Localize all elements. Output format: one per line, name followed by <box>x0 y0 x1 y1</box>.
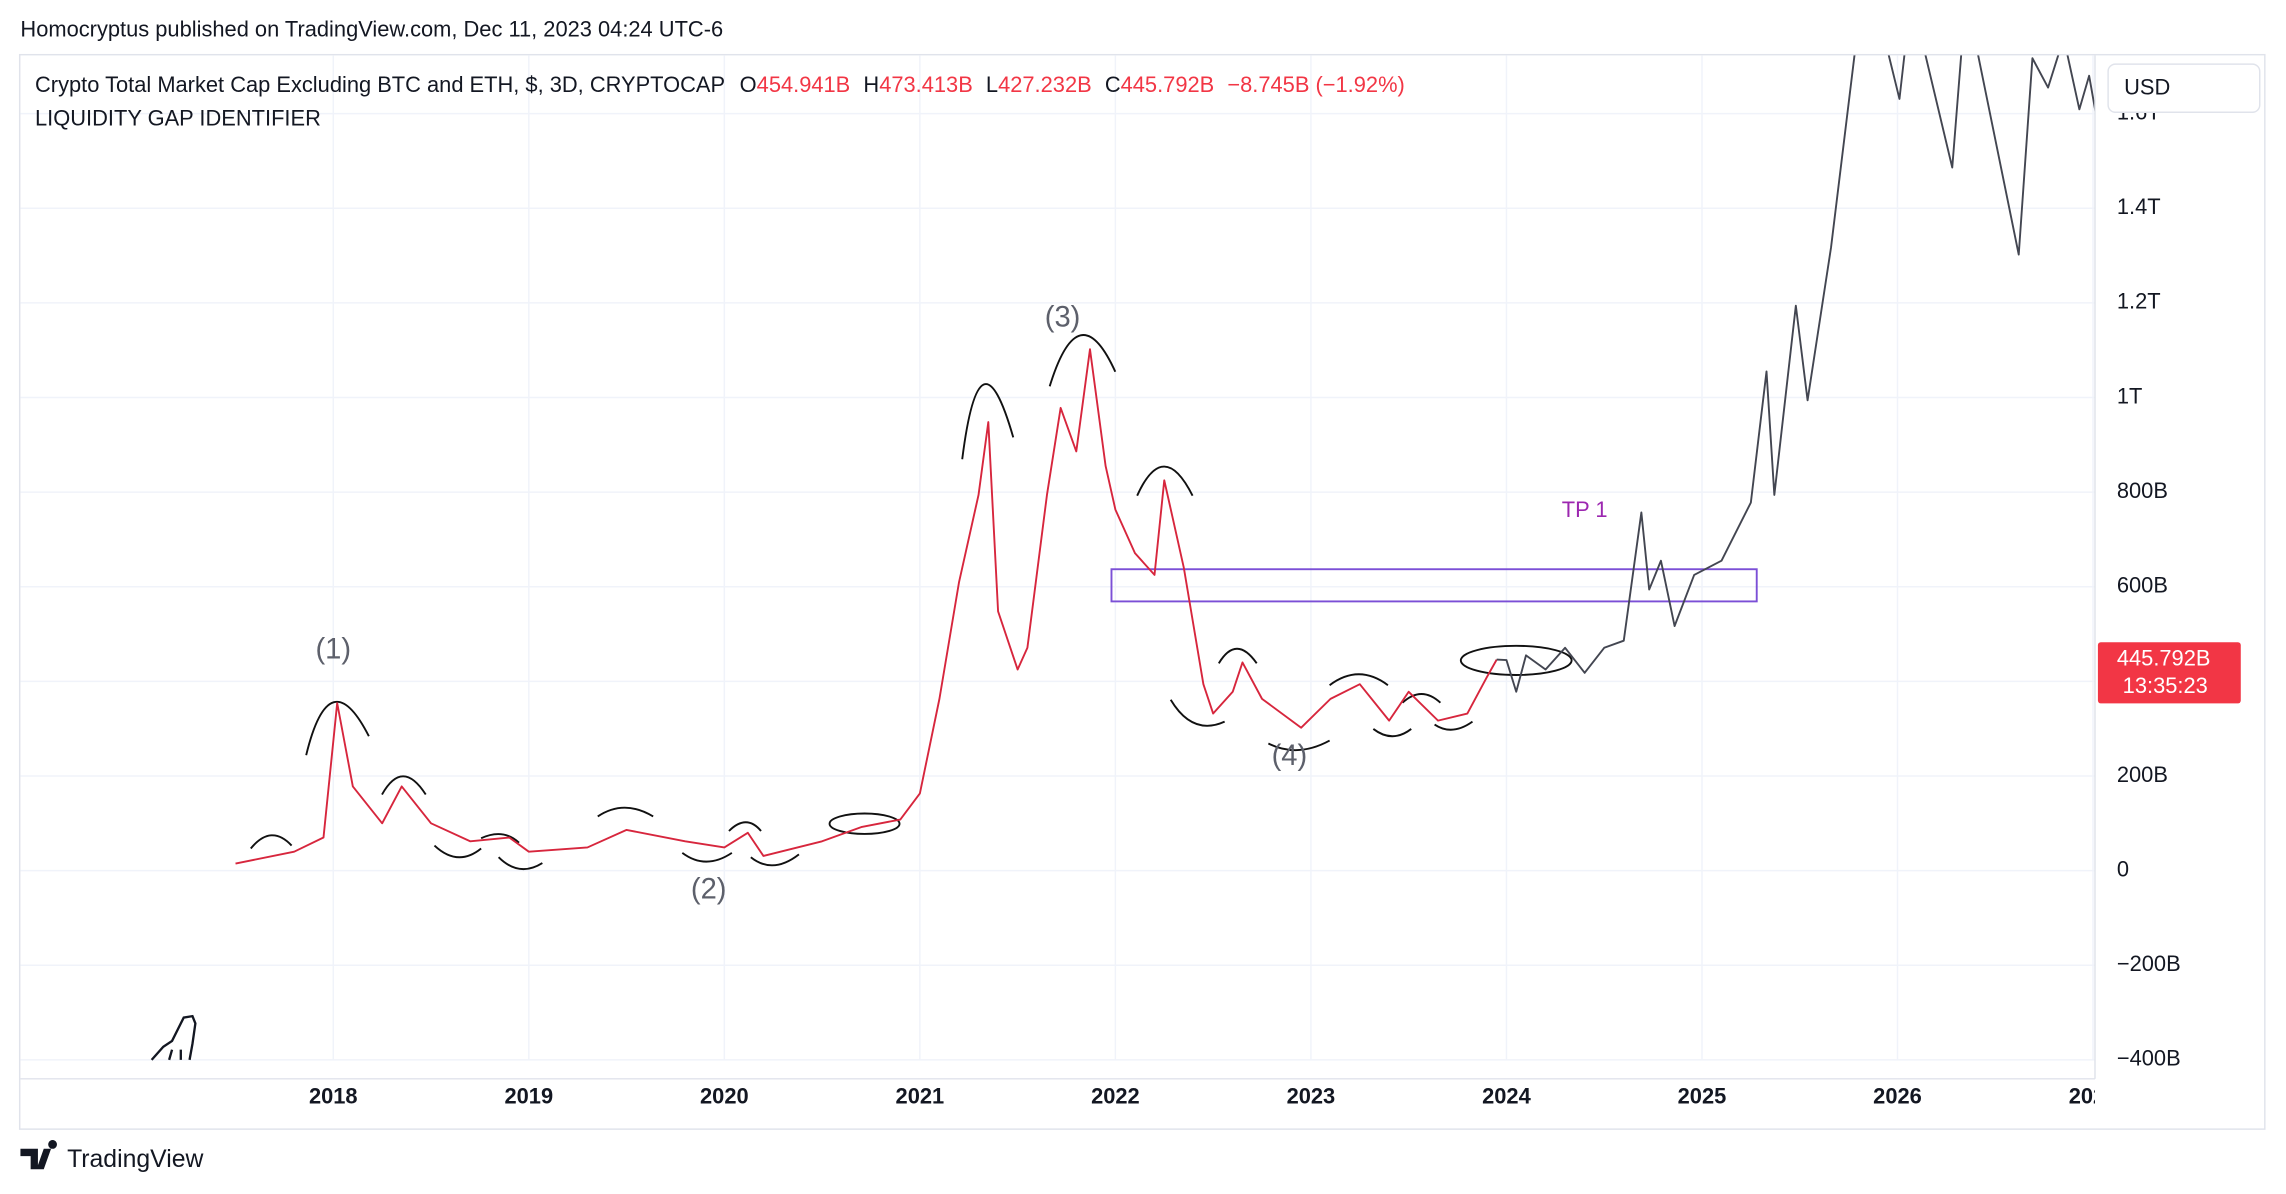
arc <box>497 856 543 871</box>
x-tick-label: 2025 <box>1678 1084 1727 1109</box>
annotation: (4) <box>1272 740 1308 772</box>
logo-text[interactable]: TradingView <box>67 1146 203 1173</box>
arc <box>1401 693 1442 704</box>
ohlc-value: 427.232B <box>998 72 1092 97</box>
frame <box>18 53 2266 1130</box>
y-tick-label: 0 <box>2117 856 2129 881</box>
footer-logo[interactable]: TradingView <box>20 1140 203 1173</box>
x-tick-label: 2026 <box>1873 1084 1922 1109</box>
last-price-label: 445.792B <box>2117 645 2211 670</box>
x-tick-label: 2024 <box>1482 1084 1531 1109</box>
price-line <box>235 348 1498 865</box>
last-price-box <box>2097 642 2241 704</box>
x-tick-label: 2019 <box>504 1084 553 1109</box>
change-value: −8.745B (−1.92%) <box>1227 72 1404 97</box>
ohlc-label: C <box>1105 72 1121 97</box>
y-tick-label: 200B <box>2117 762 2168 787</box>
logo-mark <box>20 1140 57 1170</box>
arc <box>1048 334 1117 387</box>
publisher-line: Homocryptus published on TradingView.com… <box>20 16 723 41</box>
arc <box>728 821 762 832</box>
annotation: TP 1 <box>1562 497 1608 522</box>
arc <box>1217 647 1258 664</box>
symbol-title: Crypto Total Market Cap Excluding BTC an… <box>35 72 725 97</box>
x-tick-label: 2021 <box>896 1084 945 1109</box>
plot-area: (1) (2) (3) (4) TP 1 <box>235 55 2095 906</box>
arc <box>433 844 482 859</box>
x-tick-label: 2022 <box>1091 1084 1140 1109</box>
arc <box>480 833 520 844</box>
arc <box>750 853 800 867</box>
liquidity-gap-zone <box>1110 568 1758 603</box>
arc <box>1372 728 1412 738</box>
ohlc-value: 445.792B <box>1121 72 1215 97</box>
annotation: (1) <box>315 633 351 665</box>
ohlc-value: 473.413B <box>879 72 973 97</box>
ohlc-value: 454.941B <box>757 72 851 97</box>
indicator-name: LIQUIDITY GAP IDENTIFIER <box>35 105 321 130</box>
drawings <box>250 334 1573 871</box>
arc <box>1136 465 1194 497</box>
y-tick-label: −200B <box>2117 951 2181 976</box>
price-line <box>1496 55 2095 693</box>
arc <box>681 852 733 863</box>
y-tick-label: −400B <box>2117 1046 2181 1071</box>
arc <box>250 834 293 850</box>
ohlc-label: O <box>740 72 757 97</box>
axes: −400B−200B0200B400B600B800B1T1.2T1.4T1.6… <box>20 55 2241 1109</box>
ohlc-label: L <box>986 72 998 97</box>
currency-button[interactable]: USD <box>2107 63 2261 113</box>
arc <box>1434 720 1474 731</box>
x-tick-label: 2020 <box>700 1084 749 1109</box>
countdown-label: 13:35:23 <box>2123 673 2208 698</box>
annotation: (3) <box>1045 302 1081 334</box>
arc <box>1329 673 1389 686</box>
dino-icon <box>150 1014 197 1061</box>
ellipse <box>828 812 901 835</box>
x-tick-label: 2018 <box>309 1084 358 1109</box>
x-tick-label: 2027 <box>2069 1084 2118 1109</box>
grid <box>20 55 2095 1061</box>
y-tick-label: 800B <box>2117 478 2168 503</box>
ellipse <box>1459 644 1573 676</box>
arc <box>381 775 427 796</box>
y-tick-label: 600B <box>2117 573 2168 598</box>
arc <box>1267 739 1331 752</box>
annotation: (2) <box>691 874 727 906</box>
y-tick-label: 1.2T <box>2117 289 2161 314</box>
y-tick-label: 1.4T <box>2117 194 2161 219</box>
x-axis: 2018 2019 2020 2021 2022 2023 2024 2025 2026 2027 <box>309 1084 2118 1109</box>
currency-label[interactable]: USD <box>2124 75 2170 100</box>
y-tick-label: 1T <box>2117 383 2143 408</box>
arc <box>1169 699 1226 727</box>
currency-button-box[interactable] <box>2107 63 2261 113</box>
x-tick-label: 2023 <box>1287 1084 1336 1109</box>
legend: Crypto Total Market Cap Excluding BTC an… <box>35 72 1405 131</box>
ohlc-label: H <box>863 72 879 97</box>
arc <box>305 700 370 756</box>
arc <box>961 383 1015 460</box>
arc <box>597 806 654 818</box>
